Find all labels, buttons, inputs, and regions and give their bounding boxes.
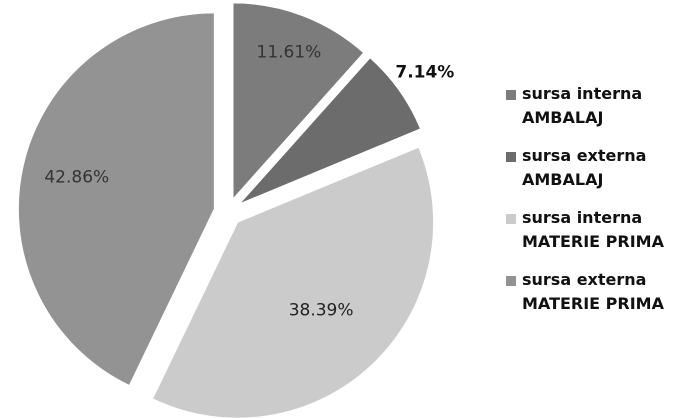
legend: sursa interna AMBALAJ sursa externa AMBAL… [500,82,698,330]
legend-swatch [506,214,516,224]
data-label: 42.86% [44,167,109,187]
legend-swatch [506,276,516,286]
pie-slice [17,12,215,387]
legend-item: sursa interna MATERIE PRIMA [500,206,698,254]
pie-slice [239,57,422,205]
legend-label: sursa externa AMBALAJ [522,146,647,189]
legend-item: sursa interna AMBALAJ [500,82,698,130]
pie-slice [151,146,435,418]
pie-area: 11.61% 7.14% 38.39% 42.86% [17,2,454,418]
legend-item: sursa externa AMBALAJ [500,144,698,192]
data-label: 7.14% [395,62,454,82]
data-label: 38.39% [289,300,354,320]
legend-swatch [506,90,516,100]
data-label: 11.61% [257,42,322,62]
legend-swatch [506,152,516,162]
legend-label: sursa externa MATERIE PRIMA [522,270,664,313]
legend-item: sursa externa MATERIE PRIMA [500,268,698,316]
legend-label: sursa interna MATERIE PRIMA [522,208,664,251]
legend-label: sursa interna AMBALAJ [522,84,643,127]
pie-slice [232,2,365,201]
